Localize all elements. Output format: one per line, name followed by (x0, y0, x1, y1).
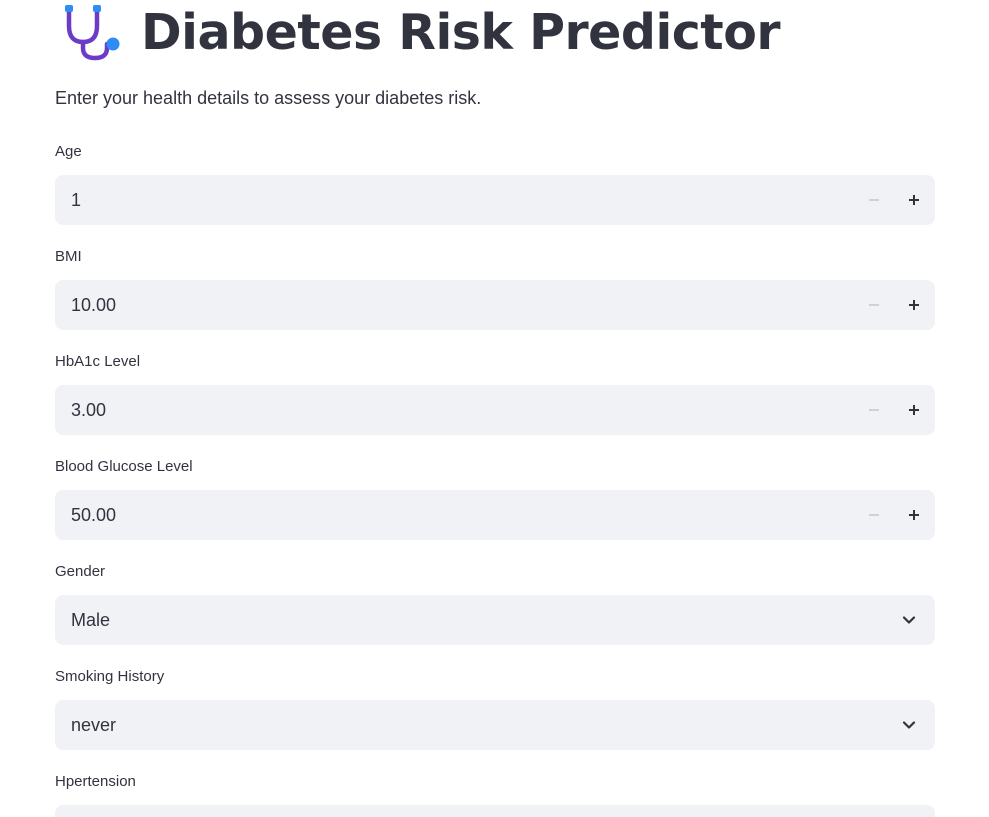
bmi-value[interactable]: 10.00 (71, 295, 117, 315)
smoking-label: Smoking History (55, 668, 165, 685)
glucose-increment-button[interactable] (894, 490, 934, 540)
age-field: Age 1 (55, 141, 935, 225)
smoking-selected-value[interactable]: never (71, 715, 117, 735)
minus-icon (869, 409, 879, 411)
plus-icon (909, 300, 919, 310)
age-decrement-button[interactable] (854, 175, 894, 225)
plus-icon (909, 195, 919, 205)
age-number-input[interactable]: 1 (55, 175, 935, 225)
gender-field: Gender Male (55, 561, 935, 645)
hba1c-number-input[interactable]: 3.00 (55, 385, 935, 435)
bmi-number-input[interactable]: 10.00 (55, 280, 935, 330)
stethoscope-icon (55, 2, 123, 62)
minus-icon (869, 199, 879, 201)
glucose-decrement-button[interactable] (854, 490, 894, 540)
bmi-decrement-button[interactable] (854, 280, 894, 330)
glucose-value[interactable]: 50.00 (71, 505, 117, 525)
page-title: Diabetes Risk Predictor (141, 3, 781, 61)
hba1c-field: HbA1c Level 3.00 (55, 351, 935, 435)
age-value[interactable]: 1 (71, 190, 82, 210)
gender-select[interactable]: Male (55, 595, 935, 645)
hba1c-decrement-button[interactable] (854, 385, 894, 435)
minus-icon (869, 514, 879, 516)
glucose-field: Blood Glucose Level 50.00 (55, 456, 935, 540)
page-subtitle: Enter your health details to assess your… (55, 88, 482, 108)
minus-icon (869, 304, 879, 306)
bmi-label: BMI (55, 248, 82, 265)
hba1c-value[interactable]: 3.00 (71, 400, 107, 420)
glucose-label: Blood Glucose Level (55, 458, 193, 475)
bmi-increment-button[interactable] (894, 280, 934, 330)
smoking-select[interactable]: never (55, 700, 935, 750)
hypertension-select[interactable] (55, 805, 935, 817)
age-label: Age (55, 143, 82, 160)
bmi-field: BMI 10.00 (55, 246, 935, 330)
age-increment-button[interactable] (894, 175, 934, 225)
hba1c-label: HbA1c Level (55, 353, 141, 370)
plus-icon (909, 405, 919, 415)
chevron-down-icon[interactable] (897, 700, 921, 750)
gender-label: Gender (55, 563, 106, 580)
plus-icon (909, 510, 919, 520)
hba1c-increment-button[interactable] (894, 385, 934, 435)
hypertension-label: Hpertension (55, 773, 136, 790)
gender-selected-value[interactable]: Male (71, 610, 111, 630)
chevron-down-icon[interactable] (897, 595, 921, 645)
glucose-number-input[interactable]: 50.00 (55, 490, 935, 540)
hypertension-field: Hpertension (55, 771, 935, 817)
header: Diabetes Risk Predictor (55, 0, 781, 64)
smoking-field: Smoking History never (55, 666, 935, 750)
